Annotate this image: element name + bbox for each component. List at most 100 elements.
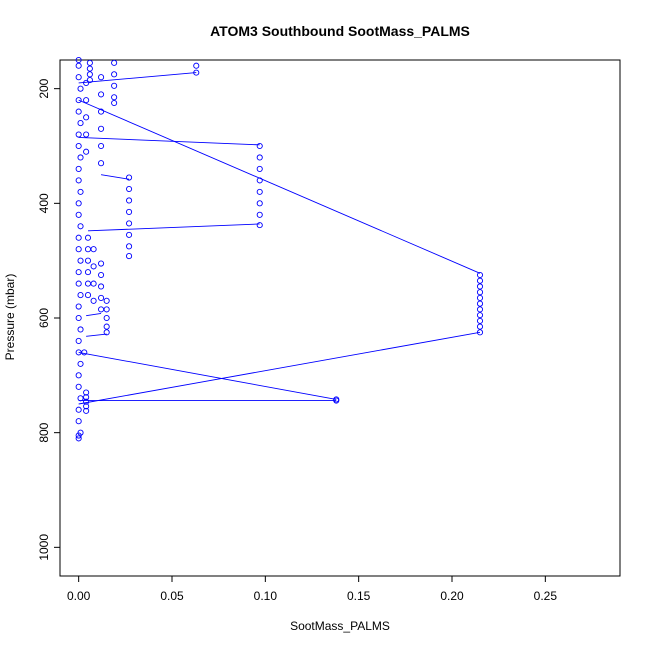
- data-point: [77, 257, 84, 264]
- data-point: [75, 383, 82, 390]
- data-point: [256, 188, 263, 195]
- series-line-segment: [78, 99, 481, 274]
- y-tick-label: 800: [37, 422, 51, 442]
- series-points: [75, 56, 484, 442]
- data-point: [84, 292, 92, 299]
- data-point: [90, 263, 97, 270]
- data-point: [90, 246, 97, 253]
- data-point: [75, 337, 82, 344]
- data-point: [83, 403, 90, 410]
- x-axis: 0.00 0.05 0.10 0.15 0.20 0.25: [67, 575, 557, 603]
- data-point: [111, 82, 118, 89]
- data-point: [81, 349, 88, 356]
- y-tick-label: 200: [37, 78, 51, 98]
- data-point: [75, 97, 82, 104]
- data-point: [98, 271, 105, 279]
- data-point: [98, 306, 105, 313]
- x-tick-label: 0.15: [347, 589, 371, 603]
- chart-title: ATOM3 Southbound SootMass_PALMS: [210, 23, 470, 39]
- data-point: [75, 177, 82, 184]
- data-point: [98, 125, 105, 132]
- data-point: [476, 329, 484, 336]
- data-point: [111, 94, 118, 101]
- data-point: [84, 234, 92, 241]
- y-axis-label: Pressure (mbar): [3, 274, 17, 361]
- data-point: [75, 211, 82, 218]
- data-point: [98, 108, 105, 115]
- data-point: [83, 79, 90, 86]
- series-line-segment: [86, 312, 102, 317]
- data-point: [103, 306, 110, 313]
- y-tick-label: 600: [37, 308, 51, 328]
- data-point: [83, 97, 90, 104]
- data-point: [77, 395, 84, 402]
- data-point: [83, 148, 90, 155]
- data-point: [90, 280, 97, 287]
- data-point: [77, 154, 84, 161]
- data-point: [75, 56, 82, 64]
- data-point: [75, 62, 82, 69]
- data-point: [476, 271, 484, 279]
- data-point: [98, 74, 105, 81]
- data-point: [193, 69, 200, 76]
- data-point: [86, 77, 93, 84]
- data-point: [75, 131, 82, 138]
- data-point: [75, 435, 82, 442]
- series-line-segment: [78, 331, 481, 405]
- data-point: [75, 372, 82, 379]
- data-point: [256, 211, 263, 218]
- x-axis-label: SootMass_PALMS: [290, 619, 390, 633]
- data-point: [256, 200, 263, 207]
- data-point: [126, 220, 133, 227]
- data-point: [103, 314, 110, 322]
- data-point: [126, 174, 133, 181]
- data-point: [83, 407, 90, 414]
- data-point: [75, 269, 82, 276]
- data-point: [193, 62, 200, 69]
- plot-area-frame: [59, 59, 621, 577]
- data-point: [476, 317, 484, 324]
- data-point: [75, 314, 82, 322]
- data-point: [75, 418, 82, 425]
- data-point: [86, 59, 93, 66]
- data-point: [75, 200, 82, 207]
- data-point: [75, 280, 82, 287]
- data-point: [98, 91, 105, 98]
- data-point: [75, 303, 82, 310]
- data-point: [77, 223, 84, 230]
- series-line-segment: [78, 72, 197, 84]
- series-line-segment: [87, 223, 260, 232]
- series-lines: [78, 72, 481, 405]
- data-point: [86, 71, 93, 78]
- x-tick-label: 0.00: [67, 589, 91, 603]
- data-point: [90, 297, 97, 304]
- data-point: [256, 165, 263, 172]
- data-point: [256, 177, 263, 184]
- data-point: [111, 71, 118, 78]
- data-point: [126, 243, 133, 250]
- series-line-segment: [100, 174, 130, 180]
- data-point: [77, 85, 84, 92]
- data-point: [75, 246, 82, 253]
- data-point: [77, 188, 84, 195]
- data-point: [476, 306, 484, 313]
- data-point: [77, 360, 84, 367]
- data-point: [111, 59, 118, 66]
- data-point: [476, 323, 484, 330]
- data-point: [84, 280, 92, 287]
- data-point: [75, 142, 82, 150]
- data-point: [476, 277, 484, 284]
- data-point: [126, 208, 133, 215]
- data-point: [98, 294, 105, 301]
- data-point: [103, 323, 110, 330]
- data-point: [77, 120, 84, 127]
- data-point: [126, 253, 133, 260]
- data-point: [84, 257, 92, 264]
- data-point: [77, 326, 84, 333]
- data-point: [476, 294, 484, 301]
- y-tick-label: 1000: [37, 534, 51, 561]
- data-point: [476, 289, 484, 296]
- data-point: [75, 74, 82, 81]
- data-point: [75, 234, 82, 241]
- data-point: [98, 142, 105, 150]
